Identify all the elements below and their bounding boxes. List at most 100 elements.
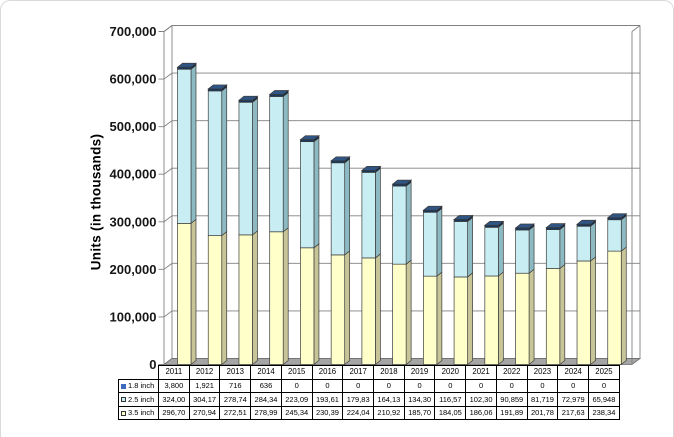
legend-cell: 2.5 inch bbox=[118, 392, 159, 407]
bar-2013-segment-side bbox=[252, 230, 258, 366]
bar-2017-segment-side bbox=[375, 167, 381, 259]
bar-2013-1-8-inch bbox=[238, 99, 253, 103]
value-cell: 245,34 bbox=[280, 405, 313, 421]
year-header-cell: 2015 bbox=[280, 365, 313, 380]
value-cell: 278,99 bbox=[250, 405, 282, 421]
value-cell: 116,57 bbox=[434, 392, 467, 407]
bar-2020-segment-side bbox=[467, 272, 473, 366]
bar-2021-1-8-inch bbox=[484, 224, 499, 228]
value-cell: 134,30 bbox=[403, 392, 436, 407]
legend-cell: 1.8 inch bbox=[118, 378, 159, 394]
legend-swatch-2-5-inch bbox=[121, 397, 126, 403]
bar-2018-1-8-inch bbox=[392, 183, 407, 187]
bar-2012-segment-side bbox=[221, 86, 228, 237]
bar-2024-1-8-inch bbox=[576, 223, 591, 227]
bar-2020-1-8-inch bbox=[453, 219, 468, 222]
y-tick-label: 600,000 bbox=[110, 72, 157, 87]
bar-2014-2-5-inch bbox=[269, 96, 284, 233]
bar-2017-3-5-inch bbox=[361, 257, 376, 365]
value-cell: 102,30 bbox=[465, 392, 497, 407]
bar-2012-segment-side bbox=[221, 230, 228, 366]
bar-2023-3-5-inch bbox=[545, 268, 561, 365]
y-tick-label: 200,000 bbox=[110, 262, 157, 277]
bar-2022-segment-side bbox=[528, 225, 535, 274]
value-cell: 201,78 bbox=[526, 405, 559, 421]
bar-2025-2-5-inch bbox=[607, 219, 622, 252]
bar-2016-1-8-inch bbox=[330, 160, 346, 164]
value-cell: 238,34 bbox=[588, 405, 620, 421]
bar-2013-3-5-inch bbox=[238, 234, 253, 365]
bar-2021-segment-side bbox=[497, 222, 504, 277]
bar-2019-1-8-inch bbox=[423, 209, 438, 213]
bar-2012-2-5-inch bbox=[207, 90, 223, 236]
bar-2019-3-5-inch bbox=[423, 275, 438, 365]
value-cell: 186,06 bbox=[465, 405, 497, 421]
bar-2023-segment-side bbox=[559, 263, 566, 366]
bar-2014-1-8-inch bbox=[269, 94, 284, 97]
value-cell: 278,74 bbox=[219, 392, 252, 407]
value-cell: 0 bbox=[588, 378, 620, 394]
bar-2025-segment-side bbox=[620, 215, 627, 252]
bar-2024-2-5-inch bbox=[576, 225, 591, 262]
y-tick-label: 400,000 bbox=[110, 167, 157, 182]
year-header-cell: 2018 bbox=[373, 365, 405, 380]
value-cell: 296,70 bbox=[158, 405, 190, 421]
legend-label: 1.8 inch bbox=[128, 381, 155, 391]
bar-2024-segment-side bbox=[590, 256, 596, 366]
value-cell: 230,39 bbox=[311, 405, 344, 421]
bar-2022-1-8-inch bbox=[515, 227, 530, 231]
year-header-cell: 2024 bbox=[557, 365, 590, 380]
y-tick-label: 100,000 bbox=[110, 309, 157, 324]
bar-2019-segment-side bbox=[436, 271, 443, 366]
bar-2017-segment-side bbox=[375, 253, 381, 366]
year-header-cell: 2014 bbox=[250, 365, 282, 380]
value-cell: 72,979 bbox=[557, 392, 590, 407]
year-header-cell: 2023 bbox=[526, 365, 559, 380]
bar-2021-2-5-inch bbox=[484, 226, 499, 277]
year-header-cell: 2022 bbox=[495, 365, 528, 380]
value-cell: 0 bbox=[342, 378, 375, 394]
bar-2021-3-5-inch bbox=[484, 275, 499, 365]
gridline bbox=[158, 72, 640, 80]
value-cell: 3,800 bbox=[158, 378, 190, 394]
bar-2011-segment-side bbox=[190, 64, 197, 225]
bar-2015-segment-side bbox=[313, 243, 320, 366]
value-cell: 0 bbox=[280, 378, 313, 394]
bar-2025-3-5-inch bbox=[607, 250, 622, 365]
left-wall-top-edge bbox=[163, 25, 173, 32]
bar-2025-1-8-inch bbox=[607, 217, 622, 221]
bar-2022-2-5-inch bbox=[515, 229, 530, 274]
value-cell: 0 bbox=[311, 378, 344, 394]
bar-2025-segment-side bbox=[620, 246, 627, 366]
value-cell: 65,948 bbox=[588, 392, 620, 407]
value-cell: 0 bbox=[495, 378, 528, 394]
bar-2011-1-8-inch bbox=[177, 66, 192, 70]
value-cell: 272,51 bbox=[219, 405, 252, 421]
gridline bbox=[158, 25, 640, 32]
value-cell: 217,63 bbox=[557, 405, 590, 421]
value-cell: 270,94 bbox=[188, 405, 221, 421]
bar-2020-3-5-inch bbox=[453, 276, 468, 365]
bar-2012-1-8-inch bbox=[207, 88, 223, 92]
value-cell: 193,61 bbox=[311, 392, 344, 407]
legend-swatch-3-5-inch bbox=[121, 410, 126, 416]
gridline bbox=[158, 167, 640, 175]
year-header-cell: 2020 bbox=[434, 365, 467, 380]
year-header-cell: 2013 bbox=[219, 365, 252, 380]
right-wall-top-edge bbox=[631, 25, 641, 32]
value-cell: 0 bbox=[373, 378, 405, 394]
bar-2022-segment-side bbox=[528, 268, 535, 366]
value-cell: 324,00 bbox=[158, 392, 190, 407]
y-tick-label: 500,000 bbox=[110, 119, 157, 134]
bar-2019-segment-side bbox=[436, 207, 443, 277]
data-table: 2011 2012 2013 2014 2015 2016 2017 2018 2019 2020… bbox=[118, 365, 620, 421]
bar-2023-1-8-inch bbox=[545, 227, 561, 230]
bar-2020-2-5-inch bbox=[453, 221, 468, 278]
value-cell: 1,921 bbox=[188, 378, 221, 394]
legend-label: 3.5 inch bbox=[128, 408, 155, 418]
bar-2024-segment-side bbox=[590, 221, 596, 262]
year-header-cell: 2017 bbox=[342, 365, 375, 380]
value-cell: 0 bbox=[526, 378, 559, 394]
